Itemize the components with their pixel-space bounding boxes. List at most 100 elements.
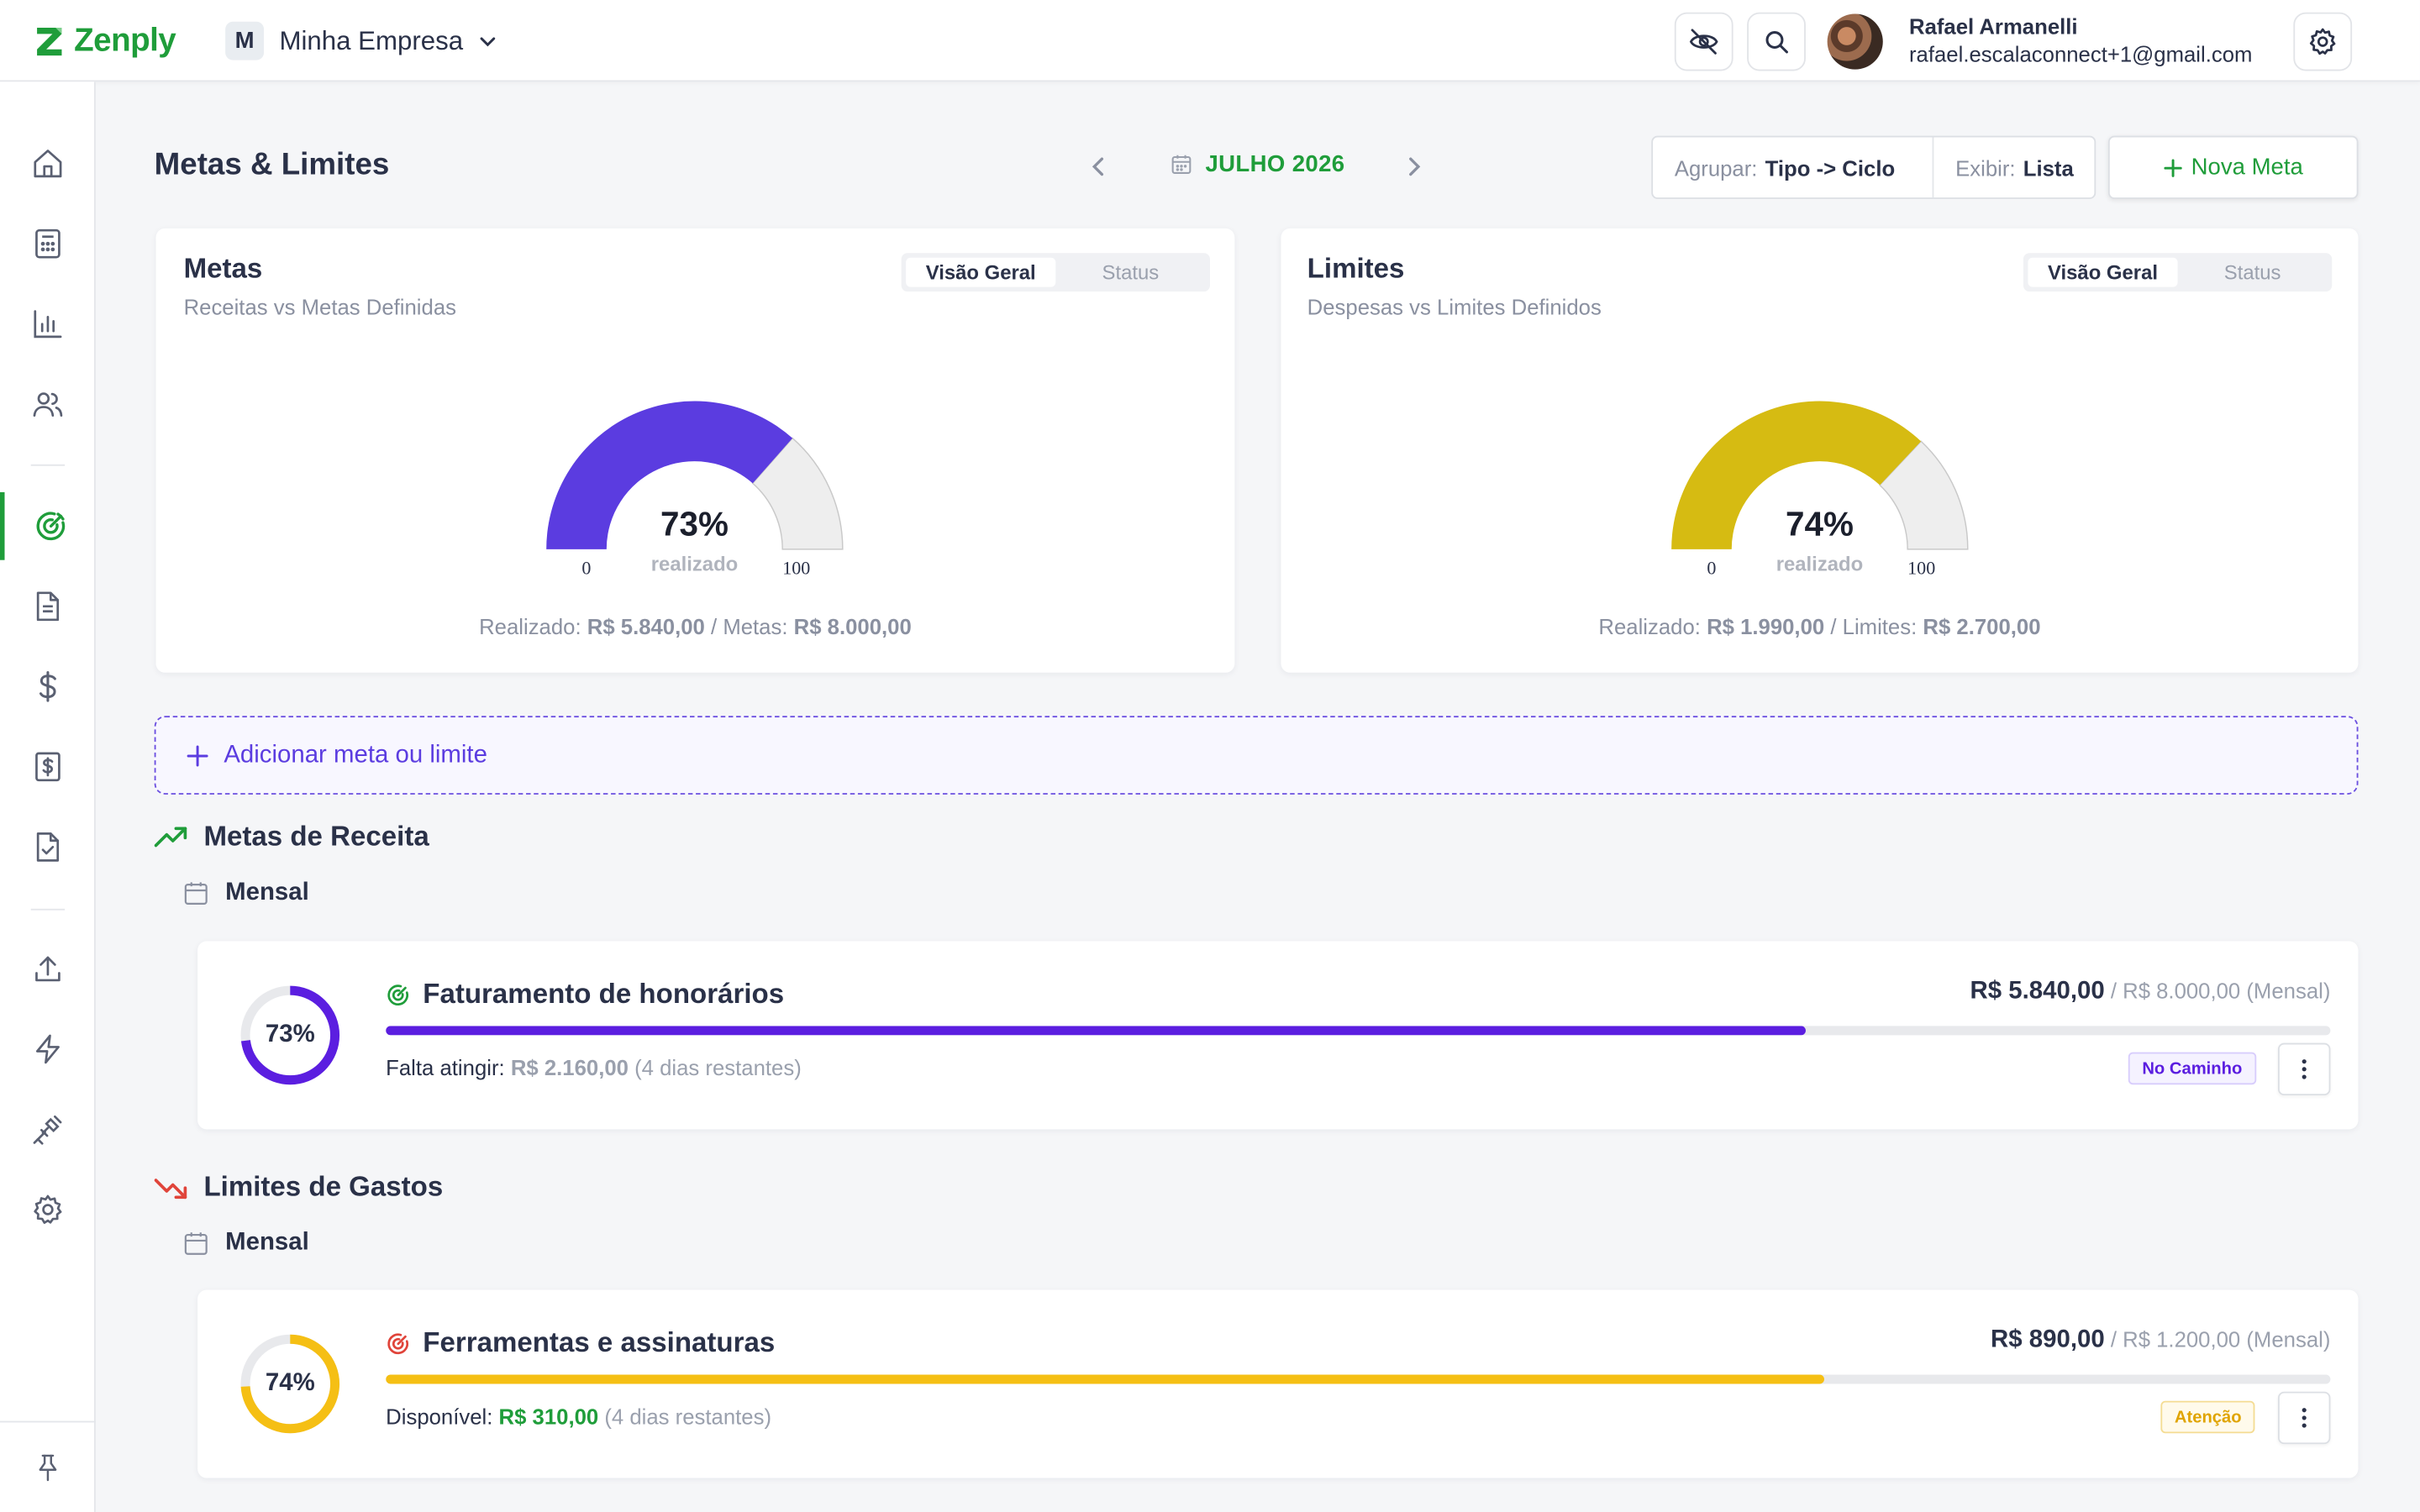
chevron-down-icon <box>480 36 496 46</box>
group-by-value: Tipo -> Ciclo <box>1765 155 1896 180</box>
company-name: Minha Empresa <box>279 25 464 55</box>
next-month-button[interactable] <box>1397 150 1430 183</box>
brand-logo[interactable]: Zenply <box>34 24 176 60</box>
card-title: Metas <box>183 253 263 284</box>
user-avatar[interactable] <box>1827 13 1883 70</box>
gauge-caption: realizado <box>1776 552 1864 576</box>
sidebar-item-reports[interactable] <box>0 290 96 358</box>
lightning-icon <box>35 1034 60 1064</box>
cycle-label: Mensal <box>225 1229 309 1257</box>
progress-bar-fill <box>386 1026 1806 1036</box>
remaining-value: R$ 2.160,00 <box>510 1055 629 1080</box>
tab-overview[interactable]: Visão Geral <box>2028 257 2178 287</box>
sidebar-item-finance[interactable] <box>0 653 96 721</box>
more-options-button[interactable] <box>2277 1391 2331 1445</box>
display-mode-value: Lista <box>2023 155 2074 180</box>
sidebar-item-goals[interactable] <box>0 491 96 560</box>
display-mode-label: Exibir: <box>1955 155 2016 180</box>
summary-label: Metas: <box>723 614 788 639</box>
home-icon <box>34 150 62 178</box>
sidebar-item-integrations[interactable] <box>0 1095 96 1163</box>
card-subtitle: Despesas vs Limites Definidos <box>1307 294 1602 320</box>
tab-status[interactable]: Status <box>1102 260 1160 284</box>
progress-ring <box>240 985 340 1085</box>
previous-month-button[interactable] <box>1082 150 1116 183</box>
goal-name: Faturamento de honorários <box>386 978 784 1011</box>
company-avatar: M <box>225 21 265 60</box>
goal-card[interactable]: 73% Faturamento de honorários R$ 5.840,0… <box>197 941 2359 1130</box>
current-month[interactable]: JULHO 2026 <box>1170 151 1344 177</box>
available-label: Disponível: <box>386 1404 493 1429</box>
sidebar-item-automations[interactable] <box>0 1016 96 1084</box>
card-title: Limites <box>1307 253 1405 284</box>
sidebar-pin-button[interactable] <box>0 1433 96 1501</box>
group-by-select[interactable]: Agrupar: Tipo -> Ciclo <box>1653 137 1932 197</box>
progress-bar <box>386 1374 2331 1384</box>
more-vertical-icon <box>2302 1059 2307 1079</box>
company-switcher[interactable]: M Minha Empresa <box>225 21 497 60</box>
cycle-monthly: Mensal <box>182 1230 309 1257</box>
search-button[interactable] <box>1747 12 1806 71</box>
calendar-icon <box>184 882 208 905</box>
limit-target-value: / R$ 1.200,00 <box>2110 1326 2241 1352</box>
card-subtitle: Receitas vs Metas Definidas <box>183 294 457 320</box>
status-badge: Atenção <box>2160 1400 2256 1434</box>
gauge-achieved-segment <box>1671 401 1922 549</box>
progress-ring <box>240 1334 340 1434</box>
sidebar-item-settings[interactable] <box>0 1176 96 1244</box>
limits-summary-card: Limites Despesas vs Limites Definidos Vi… <box>1281 228 2359 673</box>
gauge-percent: 74% <box>1786 504 1854 543</box>
limit-amount: R$ 890,00 / R$ 1.200,00 (Mensal) <box>1991 1327 2330 1355</box>
tab-status[interactable]: Status <box>2223 260 2281 284</box>
calculator-icon <box>35 228 60 259</box>
eye-off-icon <box>1689 29 1718 55</box>
display-mode-select[interactable]: Exibir: Lista <box>1933 137 2094 197</box>
sidebar-item-documents[interactable] <box>0 572 96 640</box>
sidebar-item-tasks[interactable] <box>0 813 96 881</box>
more-options-button[interactable] <box>2277 1042 2331 1096</box>
brand-name: Zenply <box>74 23 176 59</box>
goal-amount: R$ 5.840,00 / R$ 8.000,00 (Mensal) <box>1970 978 2331 1005</box>
section-title: Limites de Gastos <box>203 1171 444 1202</box>
checklist-icon <box>36 832 60 862</box>
sidebar-item-calculator[interactable] <box>0 210 96 278</box>
section-revenue-goals: Metas de Receita <box>154 821 429 853</box>
new-goal-button[interactable]: Nova Meta <box>2107 135 2359 199</box>
user-email: rafael.escalaconnect+1@gmail.com <box>1908 41 2253 66</box>
sidebar-item-invoices[interactable] <box>0 732 96 801</box>
sidebar-item-home[interactable] <box>0 129 96 197</box>
gear-icon <box>34 1194 62 1224</box>
dollar-icon <box>39 670 56 702</box>
limit-name: Ferramentas e assinaturas <box>386 1327 775 1360</box>
gauge-summary: Realizado: R$ 5.840,00 / Metas: R$ 8.000… <box>479 614 912 639</box>
progress-ring-fill <box>240 985 340 1085</box>
add-goal-or-limit-button[interactable]: Adicionar meta ou limite <box>154 716 2359 795</box>
hide-values-button[interactable] <box>1674 12 1733 71</box>
view-options: Agrupar: Tipo -> Ciclo Exibir: Lista <box>1651 135 2096 199</box>
gauge-caption: realizado <box>650 552 739 576</box>
days-remaining: (4 dias restantes) <box>634 1055 802 1080</box>
calendar-icon <box>184 1232 208 1255</box>
goal-period: (Mensal) <box>2246 978 2331 1003</box>
top-bar: Zenply M Minha Empresa Rafael Armanelli … <box>0 0 2420 82</box>
gauge-achieved-segment <box>546 401 793 549</box>
summary-label: Limites: <box>1842 614 1918 639</box>
sidebar-divider <box>30 908 66 911</box>
target-icon <box>387 984 409 1005</box>
available-value: R$ 310,00 <box>498 1404 599 1429</box>
tab-overview[interactable]: Visão Geral <box>906 257 1056 287</box>
plus-icon <box>187 744 208 766</box>
view-toggle: Visão Geral Status <box>901 253 1210 292</box>
document-icon <box>36 591 60 622</box>
gauge-arc <box>1671 401 1969 550</box>
cycle-label: Mensal <box>225 879 309 906</box>
settings-button[interactable] <box>2293 12 2353 71</box>
limit-card[interactable]: 74% Ferramentas e assinaturas R$ 890,00 … <box>197 1289 2359 1478</box>
sidebar-item-upload[interactable] <box>0 935 96 1003</box>
invoice-icon <box>35 752 60 782</box>
summary-value: R$ 8.000,00 <box>793 614 912 639</box>
cycle-monthly: Mensal <box>182 879 309 907</box>
plus-icon <box>2163 158 2182 176</box>
sidebar <box>0 81 96 1512</box>
sidebar-item-contacts[interactable] <box>0 370 96 438</box>
